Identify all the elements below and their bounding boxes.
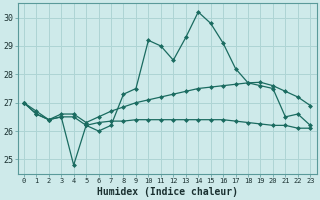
X-axis label: Humidex (Indice chaleur): Humidex (Indice chaleur) bbox=[97, 186, 237, 197]
